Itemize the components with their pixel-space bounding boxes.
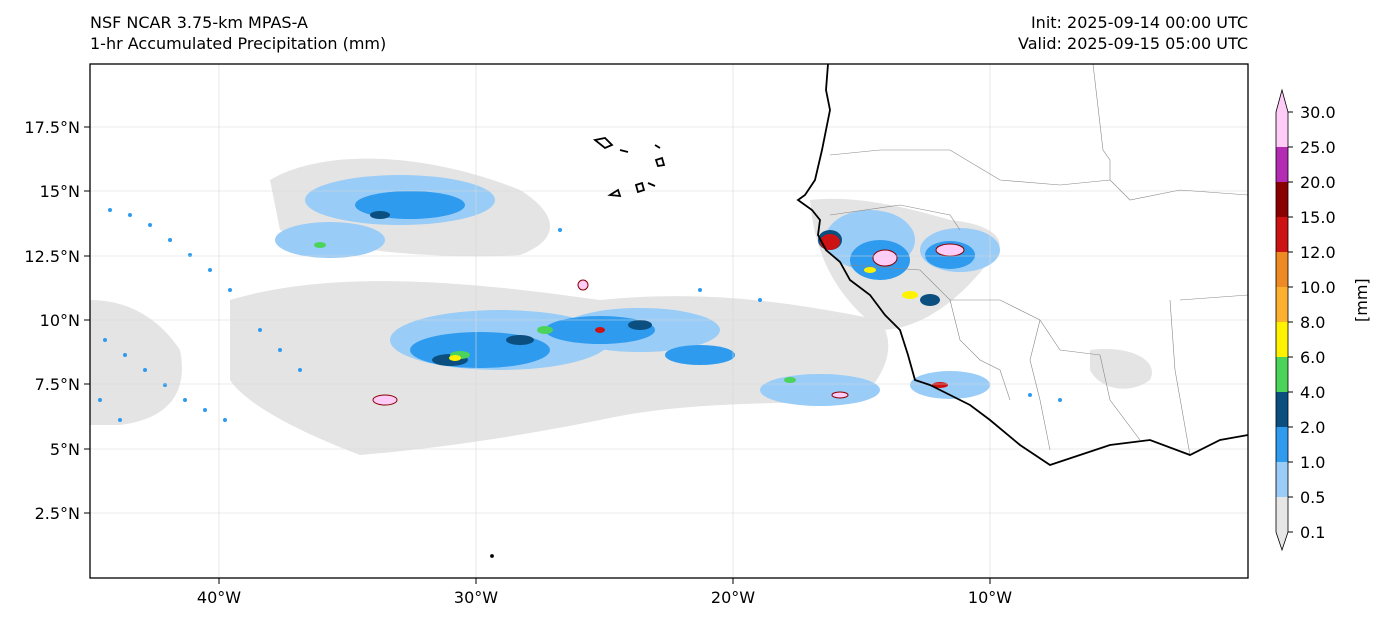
- coastline: [490, 63, 1249, 558]
- cb-label-0: 0.1: [1300, 523, 1326, 542]
- valid-time: Valid: 2025-09-15 05:00 UTC: [1017, 34, 1248, 53]
- chart-title-left: NSF NCAR 3.75-km MPAS-A 1-hr Accumulated…: [90, 12, 386, 54]
- cb-label-8: 12.0: [1300, 243, 1336, 262]
- colorbar-segment: [1276, 287, 1288, 322]
- lat-label-2-5: 2.5°N: [34, 504, 80, 523]
- lon-label-20w: 20°W: [710, 588, 756, 607]
- cb-label-10: 20.0: [1300, 173, 1336, 192]
- axis-ticks: [84, 126, 991, 584]
- colorbar-segment: [1276, 462, 1288, 497]
- scattered-cells: [98, 208, 1062, 422]
- init-time: Init: 2025-09-14 00:00 UTC: [1030, 13, 1248, 32]
- intense-cells-yellow: [449, 267, 918, 361]
- lat-label-7-5: 7.5°N: [34, 375, 80, 394]
- colorbar-segment: [1276, 252, 1288, 287]
- extreme-cells-red: [595, 234, 948, 388]
- colorbar-segment: [1276, 427, 1288, 462]
- lat-label-5: 5°N: [49, 440, 80, 459]
- gridlines: [90, 64, 1248, 578]
- colorbar-segment: [1276, 392, 1288, 427]
- lon-label-10w: 10°W: [967, 588, 1013, 607]
- cb-label-4: 4.0: [1300, 383, 1326, 402]
- lon-label-30w: 30°W: [453, 588, 499, 607]
- colorbar-segment: [1276, 497, 1288, 532]
- colorbar-segment: [1276, 182, 1288, 217]
- lat-label-15: 15°N: [39, 182, 80, 201]
- cb-label-9: 15.0: [1300, 208, 1336, 227]
- cb-label-7: 10.0: [1300, 278, 1336, 297]
- colorbar-segment: [1276, 322, 1288, 357]
- cb-label-6: 8.0: [1300, 313, 1326, 332]
- colorbar-extend-high: [1276, 90, 1288, 112]
- lat-label-17-5: 17.5°N: [24, 118, 80, 137]
- colorbar-segment: [1276, 217, 1288, 252]
- lat-label-12-5: 12.5°N: [24, 247, 80, 266]
- cb-label-5: 6.0: [1300, 348, 1326, 367]
- lon-label-40w: 40°W: [196, 588, 242, 607]
- colorbar-segment: [1276, 112, 1288, 147]
- extreme-cells-pink: [372, 243, 965, 406]
- cb-label-2: 1.0: [1300, 453, 1326, 472]
- colorbar-segment: [1276, 147, 1288, 182]
- colorbar-segment: [1276, 357, 1288, 392]
- lat-label-10: 10°N: [39, 311, 80, 330]
- cb-label-3: 2.0: [1300, 418, 1326, 437]
- map-frame: [89, 63, 1249, 579]
- country-borders: [829, 63, 1249, 456]
- colorbar: [1275, 88, 1293, 552]
- cb-label-12: 30.0: [1300, 103, 1336, 122]
- colorbar-extend-low: [1276, 532, 1288, 550]
- model-name: NSF NCAR 3.75-km MPAS-A: [90, 13, 308, 32]
- cb-label-1: 0.5: [1300, 488, 1326, 507]
- colorbar-unit: [mm]: [1352, 278, 1371, 322]
- chart-title-right: Init: 2025-09-14 00:00 UTC Valid: 2025-0…: [1018, 12, 1248, 54]
- cb-label-11: 25.0: [1300, 138, 1336, 157]
- field-name: 1-hr Accumulated Precipitation (mm): [90, 34, 387, 53]
